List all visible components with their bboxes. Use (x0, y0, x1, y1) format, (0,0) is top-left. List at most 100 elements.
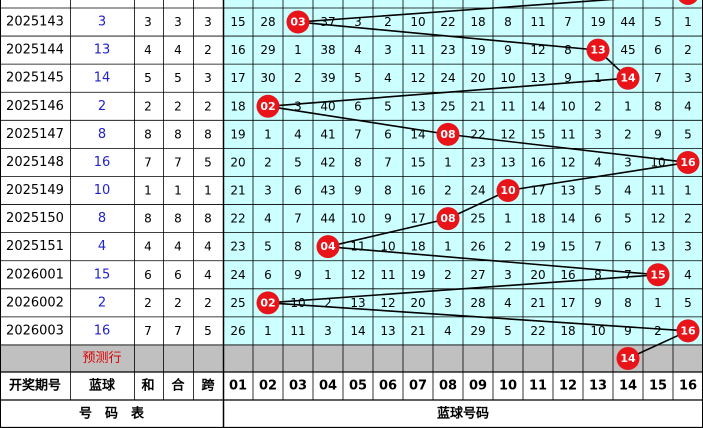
miss-count: 9 (654, 127, 662, 141)
miss-count: 26 (470, 240, 485, 254)
miss-count: 20 (410, 296, 425, 310)
miss-count: 14 (350, 324, 365, 338)
span: 4 (204, 240, 212, 254)
miss-count: 8 (354, 155, 362, 169)
miss-count: 22 (440, 15, 455, 29)
ball (676, 319, 700, 343)
miss-count: 21 (410, 324, 425, 338)
miss-count: 7 (294, 212, 302, 226)
miss-count: 17 (530, 184, 545, 198)
period: 2025145 (6, 71, 64, 86)
miss-count: 25 (230, 296, 245, 310)
he: 4 (174, 240, 182, 254)
sum: 1 (144, 184, 152, 198)
miss-count: 4 (444, 324, 452, 338)
blue-number: 2 (98, 295, 106, 310)
miss-count: 12 (410, 71, 425, 85)
miss-count: 22 (530, 324, 545, 338)
ball-number: 14 (620, 352, 636, 365)
miss-count: 1 (624, 99, 632, 113)
blue-number: 2 (98, 99, 106, 114)
miss-count: 1 (324, 268, 332, 282)
period: 2026002 (6, 295, 64, 310)
miss-count: 13 (560, 184, 575, 198)
sum: 8 (144, 127, 152, 141)
miss-count: 4 (504, 296, 512, 310)
miss-count: 17 (410, 212, 425, 226)
miss-count: 1 (684, 15, 692, 29)
ball-number: 02 (260, 100, 275, 113)
miss-count: 15 (560, 240, 575, 254)
miss-count: 6 (294, 184, 302, 198)
miss-count: 7 (354, 127, 362, 141)
ball-number: 16 (680, 324, 696, 337)
he: 7 (174, 155, 182, 169)
ball (256, 94, 280, 118)
miss-count: 4 (684, 268, 692, 282)
miss-count: 4 (624, 184, 632, 198)
miss-count: 6 (384, 127, 392, 141)
miss-count: 4 (684, 99, 692, 113)
miss-count: 11 (290, 324, 305, 338)
miss-count: 15 (230, 15, 245, 29)
period: 2025149 (6, 183, 64, 198)
miss-count: 11 (500, 99, 515, 113)
column-header: 11 (529, 379, 547, 394)
miss-count: 19 (530, 240, 545, 254)
miss-count: 9 (624, 324, 632, 338)
sum: 6 (144, 268, 152, 282)
miss-count: 22 (470, 127, 485, 141)
ball-number: 16 (680, 156, 696, 169)
miss-count: 16 (560, 268, 575, 282)
miss-count: 11 (350, 240, 365, 254)
miss-count: 3 (324, 324, 332, 338)
miss-count: 10 (410, 15, 425, 29)
span: 3 (204, 15, 212, 29)
miss-count: 2 (324, 296, 332, 310)
miss-count: 25 (470, 212, 485, 226)
column-header: 05 (349, 379, 367, 394)
miss-count: 5 (654, 15, 662, 29)
miss-count: 16 (410, 184, 425, 198)
miss-count: 2 (384, 15, 392, 29)
miss-count: 45 (620, 43, 635, 57)
miss-count: 26 (230, 324, 245, 338)
ball (496, 179, 520, 203)
ball-number: 14 (620, 72, 636, 85)
column-header: 和 (141, 378, 154, 394)
miss-count: 7 (594, 240, 602, 254)
blue-number: 15 (94, 267, 111, 282)
span: 8 (204, 127, 212, 141)
miss-count: 6 (264, 268, 272, 282)
blue-number: 13 (94, 43, 111, 58)
ball (436, 207, 460, 231)
miss-count: 19 (470, 43, 485, 57)
miss-count: 1 (504, 212, 512, 226)
ball-number: 10 (500, 184, 516, 197)
miss-count: 2 (654, 324, 662, 338)
miss-count: 3 (384, 43, 392, 57)
blue-number: 16 (94, 323, 111, 338)
miss-count: 9 (564, 71, 572, 85)
span: 5 (204, 155, 212, 169)
miss-count: 11 (380, 268, 395, 282)
miss-count: 41 (320, 127, 335, 141)
span: 5 (204, 324, 212, 338)
miss-count: 4 (384, 71, 392, 85)
miss-count: 2 (264, 155, 272, 169)
miss-count: 21 (470, 99, 485, 113)
ball (436, 122, 460, 146)
blue-number: 3 (98, 15, 106, 30)
column-header: 09 (469, 379, 487, 394)
miss-count: 9 (504, 43, 512, 57)
miss-count: 8 (384, 184, 392, 198)
period: 2025150 (6, 211, 64, 226)
miss-count: 3 (624, 155, 632, 169)
miss-count: 7 (654, 71, 662, 85)
blue-number: 16 (94, 155, 111, 170)
miss-count: 3 (594, 127, 602, 141)
ball-number: 03 (290, 16, 305, 29)
miss-count: 13 (650, 240, 665, 254)
miss-count: 9 (594, 296, 602, 310)
miss-count: 24 (230, 268, 245, 282)
